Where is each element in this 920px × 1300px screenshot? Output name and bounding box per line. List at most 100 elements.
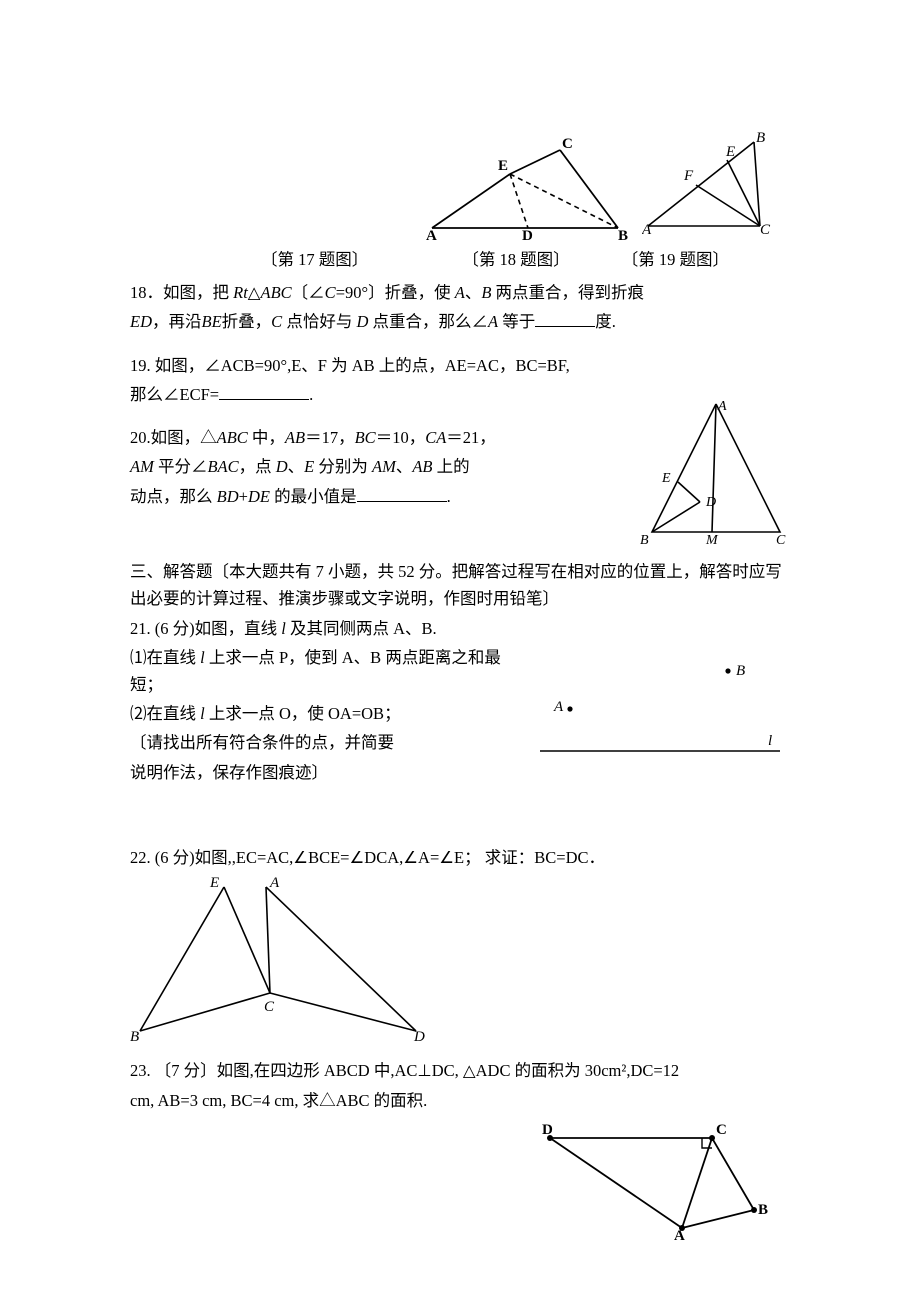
q18-2j: 等于 (498, 312, 535, 331)
svg-text:E: E (661, 471, 671, 486)
figure-20: A B C M D E (630, 398, 790, 548)
spacer3 (130, 548, 790, 558)
q20-1e: ＝21， (446, 428, 496, 447)
q20-3a: 动点，那么 (130, 487, 217, 506)
figure-captions: 〔第 17 题图〕 〔第 18 题图〕 〔第 19 题图〕 (200, 246, 790, 273)
figure-17-18: A D B E C (420, 130, 630, 242)
q18-2k: 度. (595, 312, 616, 331)
q18-open: 〔∠ (292, 283, 325, 302)
q18-2h: 点重合，那么∠ (368, 312, 488, 331)
q20-2j: 、 (396, 457, 413, 476)
q19-2b: . (309, 385, 313, 404)
figure-23-wrap: D C A B (130, 1120, 790, 1240)
q19-blank (219, 399, 309, 400)
q18-ed: ED (130, 312, 152, 331)
q20-E: E (304, 457, 314, 476)
q18-B: B (481, 283, 491, 302)
q18-2d: 折叠， (222, 312, 272, 331)
q18-line2: ED，再沿BE折叠，C 点恰好与 D 点重合，那么∠A 等于度. (130, 308, 790, 335)
q20-bc: BC (355, 428, 376, 447)
q20-1c: ＝17， (305, 428, 355, 447)
q18-c: C (325, 283, 336, 302)
q20-ca: CA (425, 428, 446, 447)
figure-23: D C A B (540, 1120, 770, 1240)
svg-text:E: E (725, 144, 735, 160)
svg-text:A: A (717, 399, 727, 414)
caption-18: 〔第 18 题图〕 (462, 246, 569, 273)
tri-sym: △ (248, 283, 261, 302)
svg-text:D: D (705, 495, 716, 510)
svg-text:A: A (642, 222, 652, 238)
q18-2e: C (271, 312, 282, 331)
figure-21: B A l (530, 649, 790, 769)
q20-1b: 中， (248, 428, 285, 447)
q20-DE: DE (248, 487, 270, 506)
q18-rest: =90°〕折叠，使 (336, 283, 455, 302)
svg-text:B: B (130, 1029, 139, 1043)
svg-text:F: F (683, 168, 694, 184)
q20-blank (357, 501, 447, 502)
q20-D: D (276, 457, 288, 476)
q18-prefix: 18．如图，把 (130, 283, 233, 302)
q20-AB2: AB (412, 457, 432, 476)
svg-text:C: C (776, 533, 786, 548)
svg-text:E: E (209, 875, 219, 891)
svg-text:B: B (756, 130, 765, 146)
spacer (130, 338, 790, 352)
caption-17: 〔第 17 题图〕 (261, 246, 368, 273)
svg-text:D: D (522, 228, 533, 242)
q20-2h: 分别为 (314, 457, 372, 476)
q20-BD: BD (217, 487, 239, 506)
figure-22: E A B C D (130, 873, 430, 1043)
svg-text:A: A (269, 875, 280, 891)
q20-2b: 平分∠ (154, 457, 208, 476)
q21-head-b: 及其同侧两点 A、B. (286, 619, 437, 638)
q20-3f: . (447, 487, 451, 506)
q18-line1: 18．如图，把 Rt△ABC〔∠C=90°〕折叠，使 A、B 两点重合，得到折痕 (130, 279, 790, 306)
svg-text:B: B (758, 1202, 768, 1218)
svg-text:C: C (264, 999, 275, 1015)
q21-head-a: 21. (6 分)如图，直线 (130, 619, 281, 638)
q20-2f: 、 (288, 457, 305, 476)
caption-19: 〔第 19 题图〕 (622, 246, 729, 273)
svg-text:A: A (674, 1228, 685, 1240)
fig21-l-label: l (768, 733, 772, 749)
q21-s1a: ⑴在直线 (130, 648, 200, 667)
svg-text:C: C (760, 222, 771, 238)
fig21-A-label: A (553, 699, 564, 715)
svg-text:M: M (705, 533, 719, 548)
section3-heading: 三、解答题〔本大题共有 7 小题，共 52 分。把解答过程写在相对应的位置上，解… (130, 558, 790, 612)
q20-3e: 的最小值是 (270, 487, 357, 506)
q18-A: A (455, 283, 465, 302)
q20-ab: AB (285, 428, 305, 447)
q18-blank (535, 326, 595, 327)
q22-text: 22. (6 分)如图,,EC=AC,∠BCE=∠DCA,∠A=∠E； 求证：B… (130, 844, 790, 871)
svg-text:A: A (426, 228, 437, 242)
q18-be: BE (202, 312, 222, 331)
svg-text:C: C (716, 1122, 727, 1138)
q18-after: 两点重合，得到折痕 (491, 283, 644, 302)
figure-row-top: A D B E C A C B E F (130, 130, 772, 242)
svg-text:B: B (618, 228, 628, 242)
q21-s2a: ⑵在直线 (130, 704, 200, 723)
q18-2f: 点恰好与 (282, 312, 356, 331)
svg-text:C: C (562, 136, 573, 152)
fig21-B-label: B (736, 663, 745, 679)
figure-19: A C B E F (642, 130, 772, 242)
page-root: A D B E C A C B E F 〔第 17 题图〕 〔第 18 题图〕 … (0, 0, 920, 1300)
q20-2l: 上的 (433, 457, 470, 476)
q20-am: AM (130, 457, 154, 476)
q21-s2b: 上求一点 O，使 OA=OB； (205, 704, 401, 723)
q20-AM2: AM (372, 457, 396, 476)
spacer4 (130, 788, 790, 844)
q20-abc: ABC (217, 428, 248, 447)
q20-bac: BAC (207, 457, 238, 476)
q20-2d: ，点 (239, 457, 276, 476)
svg-text:E: E (498, 158, 508, 174)
q21-head: 21. (6 分)如图，直线 l 及其同侧两点 A、B. (130, 615, 790, 642)
q18-sep: 、 (465, 283, 482, 302)
q20-plus: + (239, 487, 248, 506)
q20-1a: 20.如图，△ (130, 428, 217, 447)
q18-2b: ，再沿 (152, 312, 202, 331)
svg-text:B: B (640, 533, 649, 548)
